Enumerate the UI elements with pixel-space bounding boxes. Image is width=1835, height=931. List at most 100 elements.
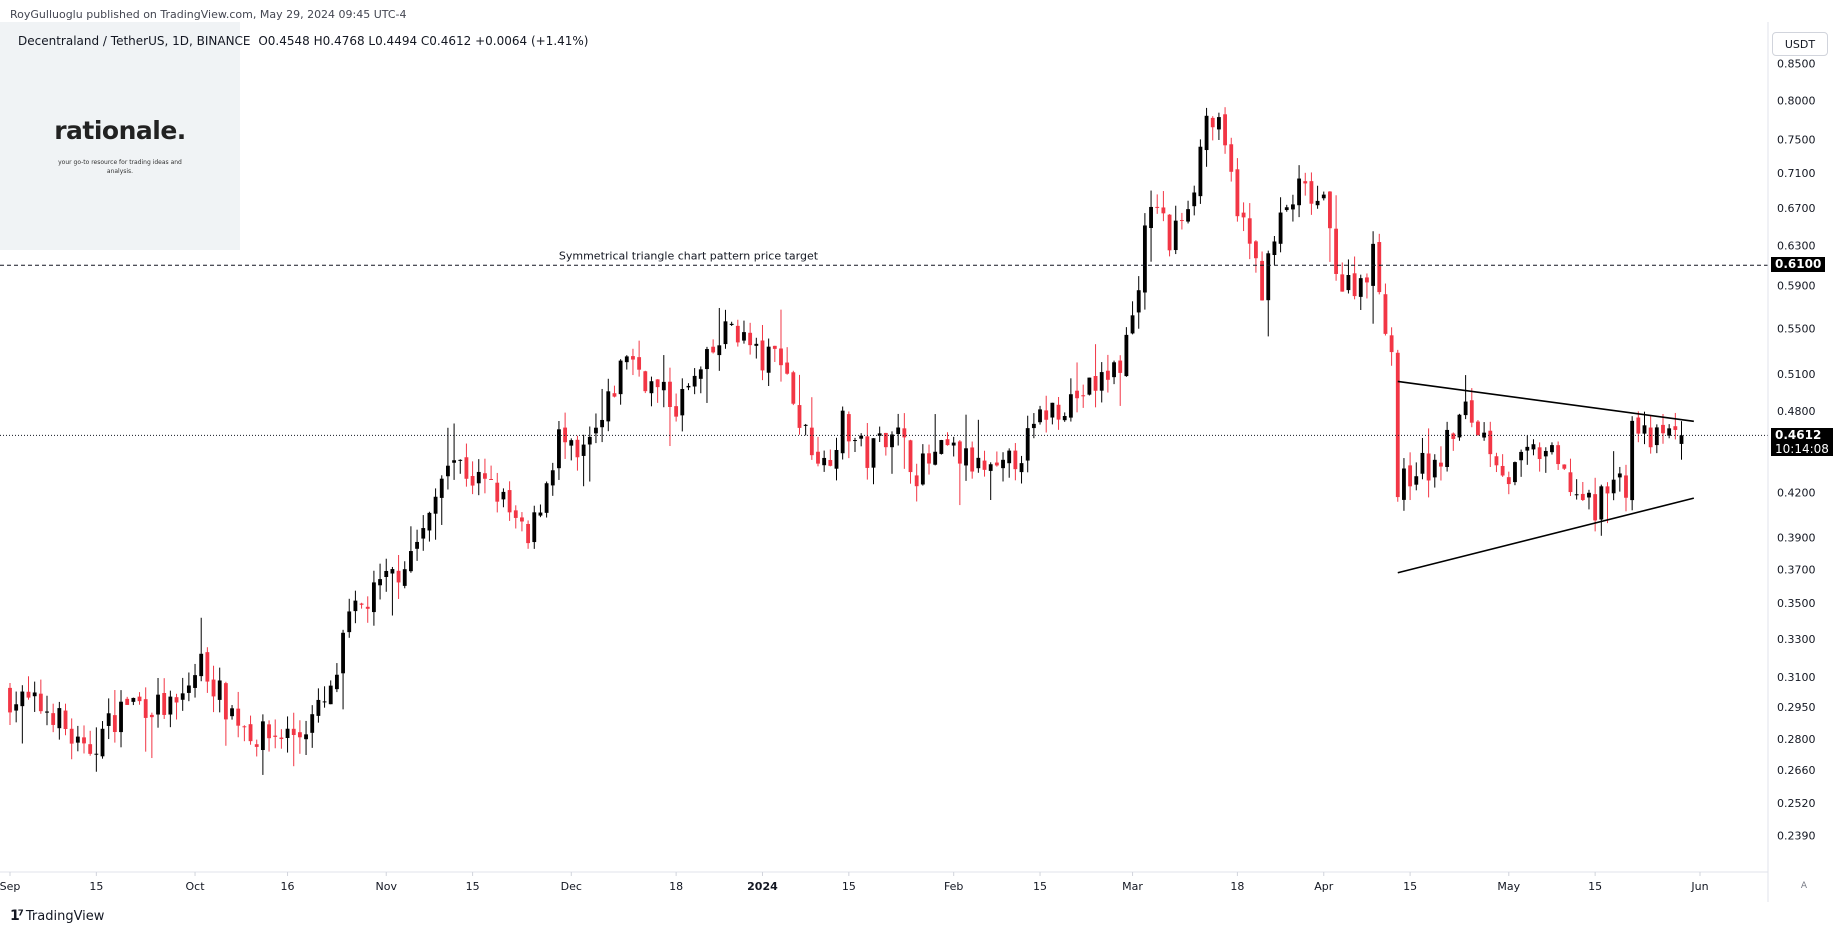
candle-body [106, 713, 111, 726]
time-tick-label: Sep [0, 880, 20, 893]
candle-body [1149, 206, 1153, 229]
symbol-title[interactable]: Decentraland / TetherUS, 1D, BINANCE [18, 34, 251, 48]
candle-body [304, 734, 308, 740]
price-axis[interactable]: 0.2390 0.2520 0.2660 0.2800 0.2950 0.3100 0.33… [1767, 22, 1816, 902]
candle-body [8, 687, 12, 713]
candle-body [396, 570, 401, 583]
candle-body [1031, 423, 1036, 429]
price-tick-label: 0.2390 [1777, 829, 1816, 842]
candle-body [1352, 273, 1357, 297]
candle-body [1679, 435, 1684, 444]
candle-body [402, 569, 407, 586]
candle-body [1167, 214, 1172, 251]
candle-body [785, 362, 790, 374]
candle-body [254, 744, 259, 747]
candle-body [57, 708, 62, 729]
candle-body [766, 346, 771, 373]
auto-scale-button[interactable]: A [1800, 881, 1808, 891]
candle-body [310, 714, 315, 733]
candle-body [1636, 417, 1641, 434]
candle-body [896, 427, 901, 435]
candle-body [945, 439, 950, 446]
candle-body [1013, 450, 1018, 470]
time-tick-label: Jun [1690, 880, 1708, 893]
candle-body [458, 459, 463, 461]
candle-body [1451, 433, 1456, 439]
candle-body [384, 570, 389, 577]
candle-body [1562, 464, 1567, 469]
candle-body [1019, 463, 1024, 473]
price-tick-label: 0.7500 [1777, 134, 1816, 147]
candle-body [242, 726, 247, 728]
price-tick-label: 0.3900 [1777, 531, 1816, 544]
candle-body [1580, 493, 1585, 500]
price-target-annotation: Symmetrical triangle chart pattern price… [559, 249, 819, 262]
candle-body [1093, 375, 1098, 391]
candle-body [803, 424, 808, 426]
candle-body [464, 457, 469, 479]
candle-body [1179, 220, 1184, 222]
candle-body [532, 512, 537, 543]
candle-body [1056, 404, 1061, 420]
candle-body [211, 679, 216, 697]
time-tick-label: 15 [1033, 880, 1047, 893]
candle-body [131, 697, 136, 702]
candle-body [1525, 446, 1530, 451]
candle-body [1661, 424, 1665, 434]
price-tick-label: 0.5100 [1777, 368, 1816, 381]
tradingview-brand[interactable]: 1⁷ TradingView [10, 908, 104, 924]
candle-body [600, 419, 605, 428]
candle-body [1328, 191, 1332, 229]
candle-body [834, 449, 839, 469]
candle-body [809, 427, 814, 456]
candle-body [859, 435, 864, 439]
price-tick-label: 0.8000 [1777, 94, 1816, 107]
candle-body [174, 697, 179, 703]
candle-body [316, 699, 321, 716]
candle-body [1112, 362, 1116, 378]
time-tick-label: Dec [561, 880, 582, 893]
candle-body [75, 736, 80, 743]
candle-body [1593, 494, 1598, 521]
logo-tagline: your go-to resource for trading ideas an… [58, 159, 182, 175]
candle-body [902, 428, 907, 438]
time-tick-label: Mar [1122, 880, 1143, 893]
price-tick-label: 0.4800 [1777, 405, 1816, 418]
candle-body [871, 438, 876, 468]
candle-body [742, 332, 746, 341]
candle-body [1568, 472, 1573, 493]
time-axis[interactable]: Sep 15 Oct 16 Nov 15 Dec 18 2024 15 Feb 15 Mar 18 Apr 1… [0, 871, 1768, 893]
candle-body [587, 436, 592, 445]
candle-body [51, 713, 56, 725]
candle-body [1007, 450, 1012, 464]
candle-body [569, 440, 574, 446]
candle-body [1389, 335, 1394, 353]
candle-body [951, 442, 956, 446]
candle-body [618, 360, 623, 395]
candle-body [1383, 294, 1388, 334]
candle-body [994, 462, 999, 466]
candle-body [100, 728, 105, 757]
candle-body [1198, 146, 1203, 197]
candle-body [359, 603, 364, 605]
candle-body [285, 728, 290, 739]
candle-body [1266, 253, 1271, 301]
currency-selector-button[interactable]: USDT [1772, 32, 1828, 56]
candle-body [1494, 456, 1499, 466]
candle-body [649, 381, 654, 394]
candle-body [988, 464, 993, 471]
symbol-legend[interactable]: Decentraland / TetherUS, 1D, BINANCE O0.… [18, 34, 588, 48]
candle-body [1099, 372, 1104, 391]
candle-body [1142, 225, 1147, 293]
price-tick-label: 0.2800 [1777, 733, 1816, 746]
candle-body [205, 652, 210, 682]
candle-body [1432, 459, 1437, 478]
candle-body [1395, 352, 1400, 498]
candle-body [1044, 410, 1049, 420]
candle-body [199, 653, 204, 677]
candle-body [433, 496, 438, 514]
candle-body [1161, 207, 1166, 214]
rationale-logo-panel: rationale. your go-to resource for tradi… [0, 22, 240, 250]
candle-body [297, 732, 302, 738]
